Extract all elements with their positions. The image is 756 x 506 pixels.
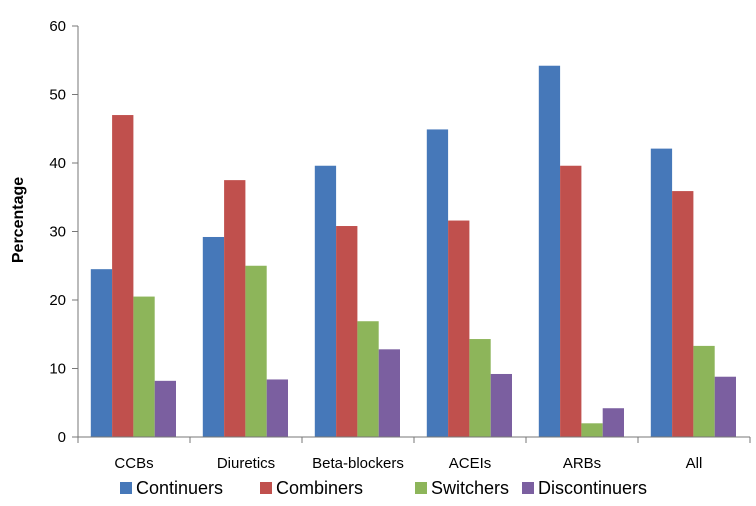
legend-label: Combiners [276, 478, 363, 498]
bar-discontinuers-beta-blockers [378, 349, 400, 437]
y-tick-label: 30 [49, 224, 66, 241]
bar-continuers-diuretics [202, 236, 225, 437]
y-tick-label: 20 [49, 292, 66, 309]
bar-continuers-arbs [538, 65, 561, 437]
bar-combiners-aceis [448, 220, 470, 437]
bar-discontinuers-diuretics [266, 379, 288, 437]
legend-label: Switchers [431, 478, 509, 498]
y-ticks: 0 10 20 30 40 50 60 [49, 18, 78, 446]
y-tick-label: 50 [49, 87, 66, 104]
x-tick-label: ACEIs [449, 455, 492, 472]
bar-discontinuers-ccbs [154, 380, 176, 437]
y-tick-label: 60 [49, 18, 66, 35]
bar-discontinuers-arbs [602, 408, 624, 437]
bar-continuers-ccbs [90, 269, 113, 437]
bar-combiners-beta-blockers [336, 226, 358, 437]
y-axis-label: Percentage [10, 177, 27, 263]
x-tick-label: All [686, 455, 703, 472]
legend-swatch [260, 482, 272, 494]
legend-swatch [120, 482, 132, 494]
legend-swatch [415, 482, 427, 494]
legend-label: Discontinuers [538, 478, 647, 498]
bar-continuers-beta-blockers [314, 165, 337, 438]
y-tick-label: 10 [49, 361, 66, 378]
legend-label: Continuers [136, 478, 223, 498]
bar-combiners-diuretics [224, 180, 246, 437]
bar-combiners-ccbs [112, 115, 134, 438]
bar-continuers-aceis [426, 129, 449, 437]
legend-swatch [522, 482, 534, 494]
legend: Continuers Combiners Switchers Discontinuer… [120, 478, 647, 498]
y-tick-label: 40 [49, 155, 66, 172]
bar-switchers-all [693, 345, 715, 437]
x-tick-label: CCBs [114, 455, 153, 472]
bar-discontinuers-all [714, 376, 736, 437]
y-tick-label: 0 [58, 429, 66, 446]
x-tick-label: Beta-blockers [312, 455, 404, 472]
bars-layer [90, 65, 736, 438]
bar-combiners-arbs [560, 165, 582, 438]
bar-switchers-arbs [581, 423, 603, 437]
bar-discontinuers-aceis [490, 373, 512, 437]
x-tick-label: Diuretics [217, 455, 275, 472]
bar-switchers-diuretics [245, 265, 267, 437]
bar-continuers-all [650, 148, 673, 438]
x-ticks: CCBs Diuretics Beta-blockers ACEIs ARBs All [77, 437, 751, 472]
bar-combiners-all [672, 191, 694, 437]
x-tick-label: ARBs [563, 455, 601, 472]
bar-switchers-aceis [469, 339, 491, 437]
bar-switchers-beta-blockers [357, 321, 379, 437]
bar-switchers-ccbs [133, 296, 155, 437]
